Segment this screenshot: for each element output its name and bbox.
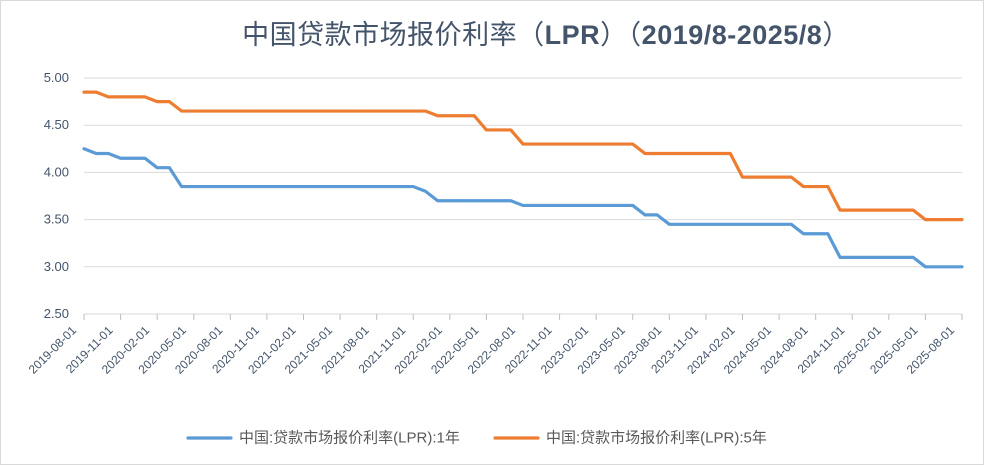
- svg-text:3.00: 3.00: [44, 259, 69, 274]
- svg-text:2.50: 2.50: [44, 306, 69, 321]
- svg-text:中国:贷款市场报价利率(LPR):1年: 中国:贷款市场报价利率(LPR):1年: [239, 430, 460, 447]
- svg-text:4.50: 4.50: [44, 117, 69, 132]
- svg-text:中国:贷款市场报价利率(LPR):5年: 中国:贷款市场报价利率(LPR):5年: [546, 430, 767, 447]
- svg-text:5.00: 5.00: [44, 70, 69, 85]
- svg-text:4.00: 4.00: [44, 164, 69, 179]
- svg-text:3.50: 3.50: [44, 212, 69, 227]
